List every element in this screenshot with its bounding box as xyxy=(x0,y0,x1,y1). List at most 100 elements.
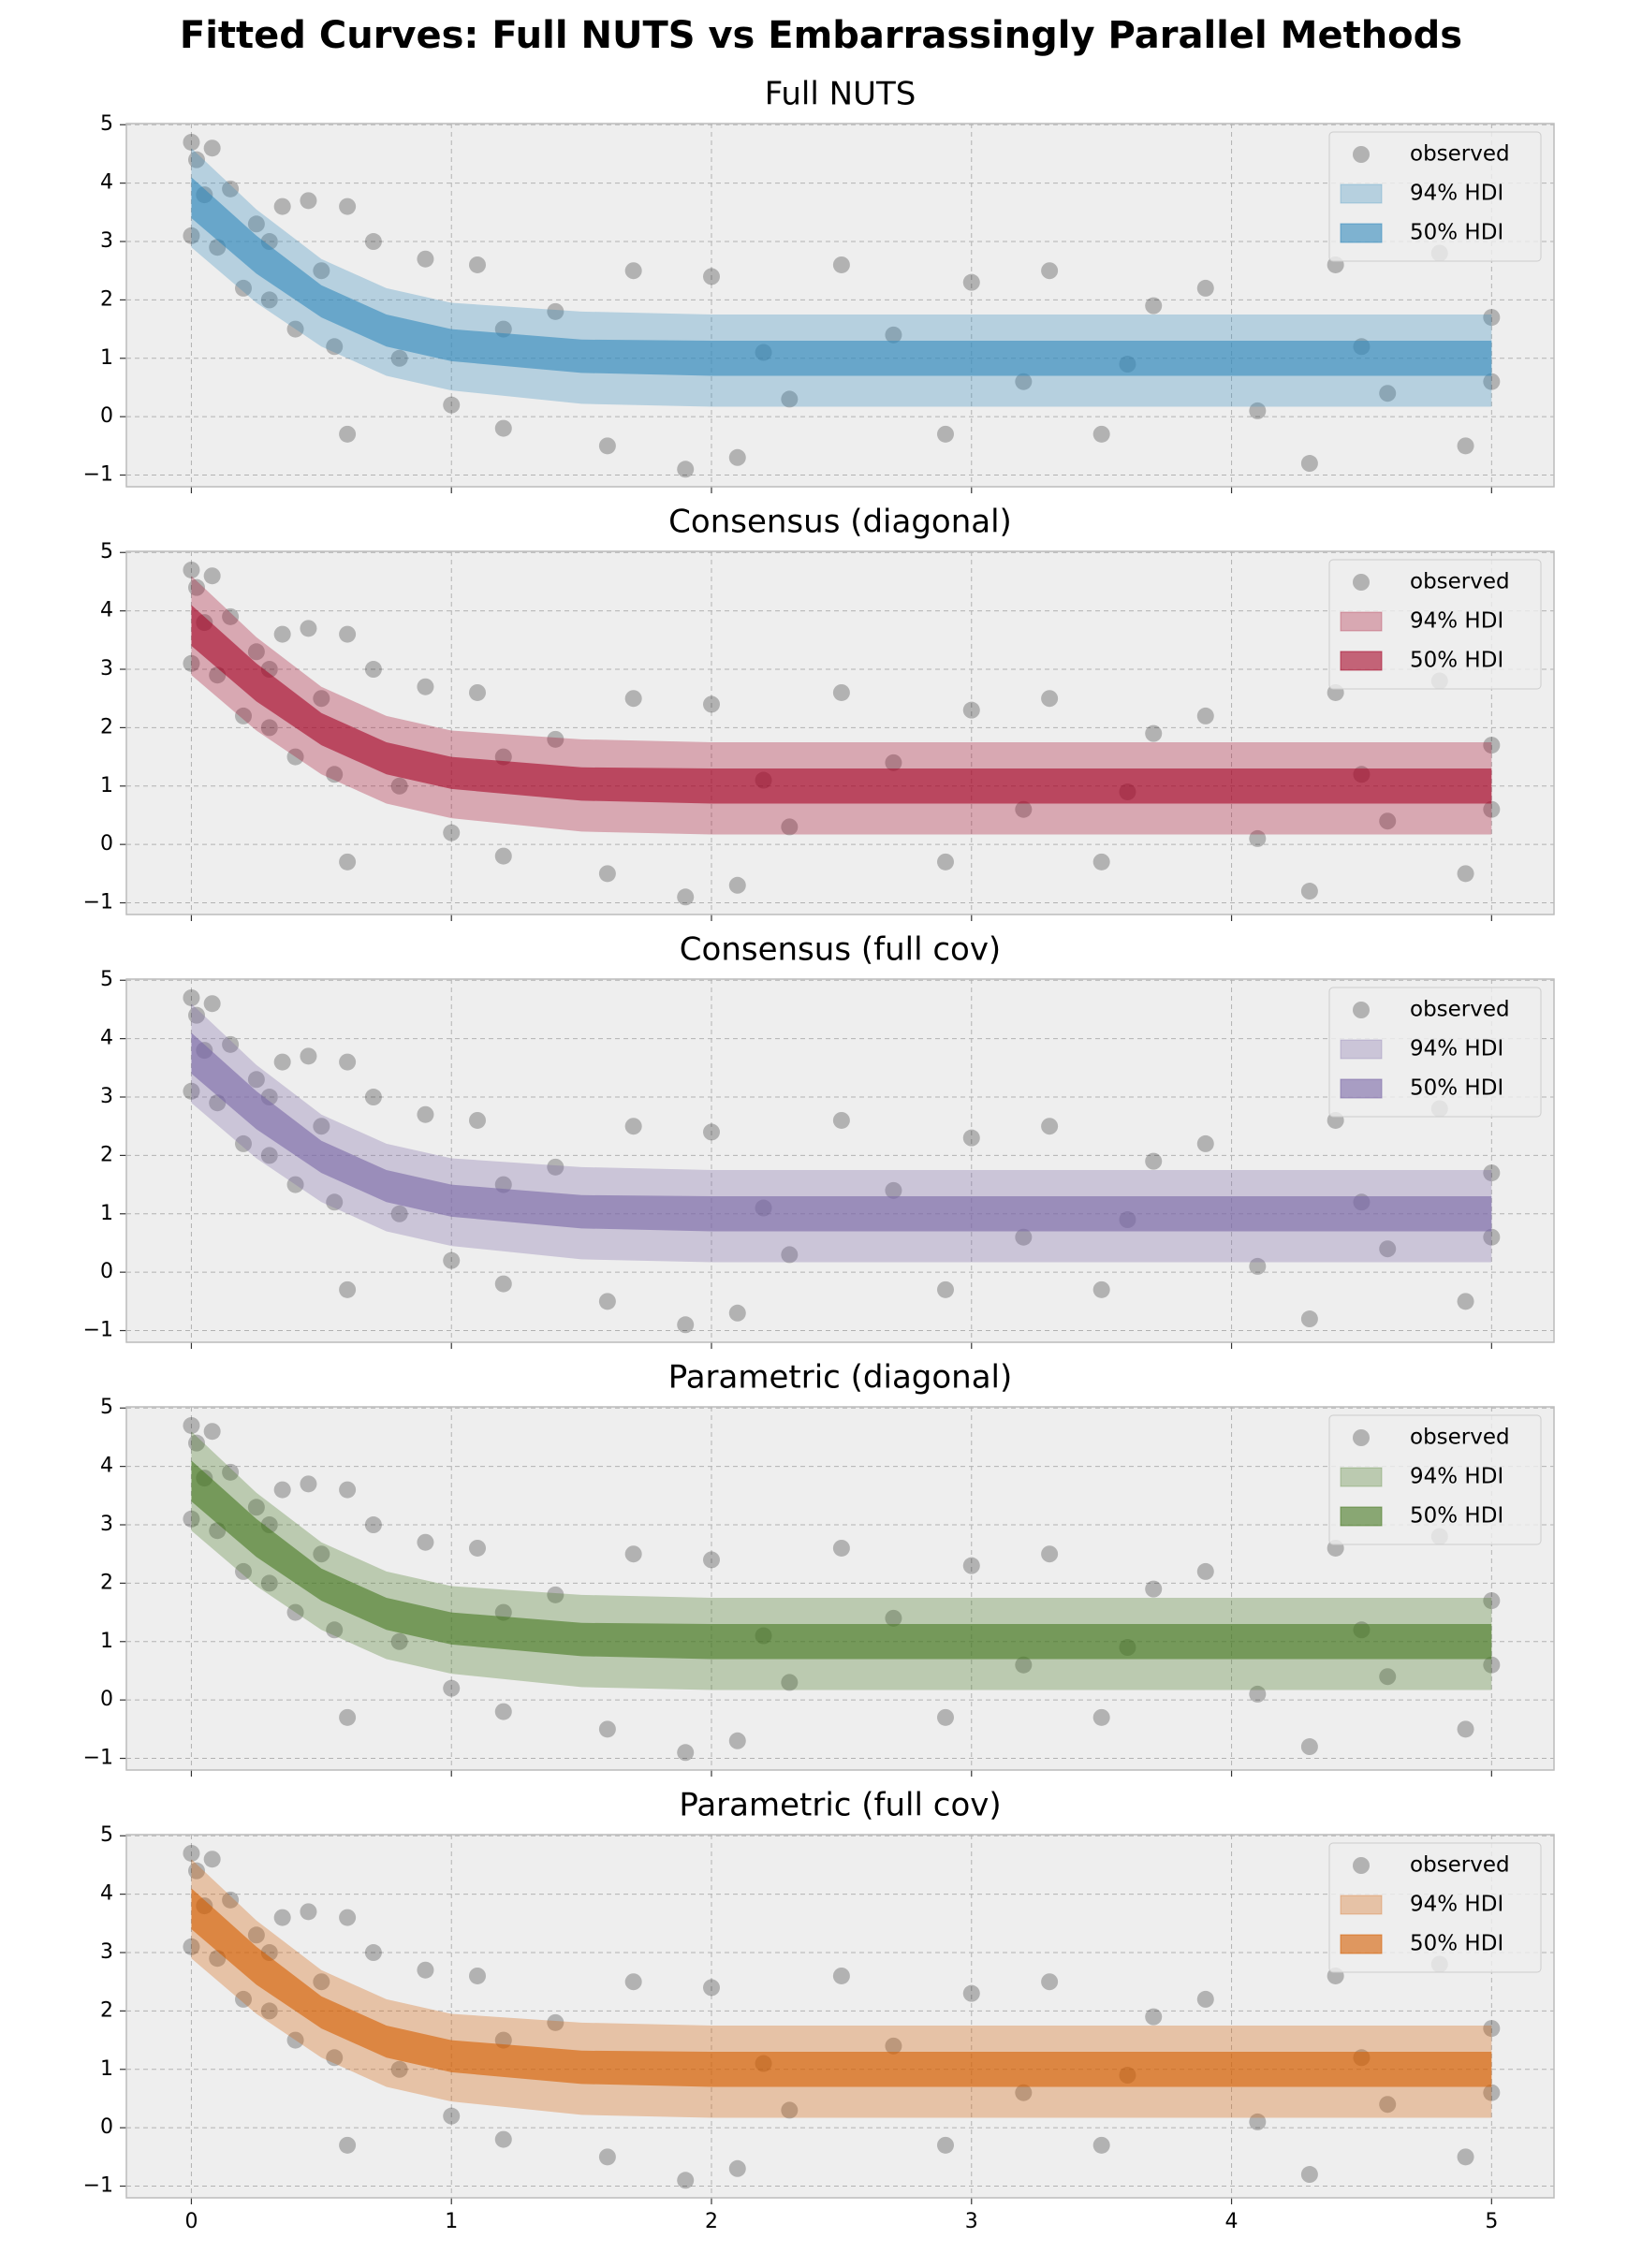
x-tick-label: 2 xyxy=(705,2210,718,2233)
legend-swatch xyxy=(1340,611,1383,632)
observed-point xyxy=(624,1545,642,1563)
observed-point xyxy=(1196,279,1214,297)
observed-point xyxy=(203,567,221,585)
observed-point xyxy=(1379,812,1397,830)
y-tick-label: 0 xyxy=(100,1688,113,1711)
y-tick-label: 5 xyxy=(100,1823,113,1847)
observed-point xyxy=(183,1510,200,1528)
observed-point xyxy=(677,1744,695,1762)
panel-title: Consensus (diagonal) xyxy=(668,504,1012,541)
observed-point xyxy=(273,1909,291,1926)
observed-point xyxy=(1483,373,1501,390)
y-tick-label: 1 xyxy=(100,2057,113,2081)
observed-point xyxy=(885,1609,902,1627)
observed-point xyxy=(1249,1685,1267,1703)
axes-frame xyxy=(125,1406,1555,1771)
y-tick-label: 4 xyxy=(100,599,113,622)
y-tick-label: −1 xyxy=(83,1747,113,1770)
observed-point xyxy=(1015,1228,1033,1246)
observed-point xyxy=(1300,2166,1318,2184)
observed-point xyxy=(203,1851,221,1868)
observed-point xyxy=(260,1574,278,1592)
observed-point xyxy=(417,1961,434,1979)
observed-point xyxy=(624,1973,642,1991)
observed-point xyxy=(1483,2020,1501,2038)
legend-label: 50% HDI xyxy=(1410,1932,1503,1956)
hdi-band xyxy=(191,1460,1492,1660)
panel: Parametric (diagonal) −1 0 1 2 3 4 5 observed 94%… xyxy=(83,1359,1555,1777)
hdi-band xyxy=(191,605,1492,804)
observed-point xyxy=(286,320,304,338)
observed-point xyxy=(390,1205,408,1222)
observed-point xyxy=(235,1134,252,1152)
observed-point xyxy=(1145,2008,1163,2026)
y-tick-label: 3 xyxy=(100,1940,113,1964)
observed-point xyxy=(339,853,357,871)
observed-point xyxy=(286,748,304,766)
y-tick-label: 2 xyxy=(100,1143,113,1166)
legend-swatch xyxy=(1340,183,1383,204)
observed-point xyxy=(677,888,695,906)
observed-point xyxy=(937,853,954,871)
observed-point xyxy=(286,1603,304,1621)
x-tick-label: 1 xyxy=(445,2210,458,2233)
observed-point xyxy=(624,1118,642,1135)
observed-point xyxy=(728,448,746,466)
y-tick-label: 0 xyxy=(100,1260,113,1283)
observed-point xyxy=(222,1891,240,1909)
observed-point xyxy=(494,1275,512,1293)
observed-point xyxy=(962,1129,980,1147)
observed-point xyxy=(313,690,330,708)
observed-point xyxy=(300,620,317,637)
legend-swatch xyxy=(1340,1039,1383,1060)
legend-label: 94% HDI xyxy=(1410,1037,1503,1061)
x-tick-label: 5 xyxy=(1485,2210,1498,2233)
observed-point xyxy=(937,1708,954,1726)
observed-point xyxy=(494,2130,512,2148)
observed-point xyxy=(885,326,902,344)
y-tick-label: 2 xyxy=(100,287,113,311)
observed-point xyxy=(1092,1280,1110,1298)
observed-point xyxy=(1145,724,1163,742)
y-tick-label: 3 xyxy=(100,229,113,253)
observed-point xyxy=(885,2037,902,2055)
plot xyxy=(183,1844,1501,2189)
observed-point xyxy=(1379,385,1397,402)
observed-point xyxy=(962,701,980,719)
legend-swatch xyxy=(1340,1506,1383,1527)
observed-point xyxy=(1041,1118,1059,1135)
observed-point xyxy=(547,730,564,748)
observed-point xyxy=(339,1280,357,1298)
observed-point xyxy=(235,1990,252,2008)
observed-point xyxy=(326,1621,344,1639)
observed-point xyxy=(781,2101,799,2119)
observed-point xyxy=(832,1111,850,1129)
observed-point xyxy=(1249,402,1267,419)
observed-point xyxy=(443,1679,461,1697)
legend-label: observed xyxy=(1410,142,1510,167)
observed-point xyxy=(247,215,265,233)
observed-point xyxy=(937,2136,954,2154)
observed-point xyxy=(1092,853,1110,871)
y-tick-label: 1 xyxy=(100,1630,113,1653)
plot xyxy=(183,133,1501,478)
observed-point xyxy=(1483,1656,1501,1674)
observed-point xyxy=(247,1071,265,1089)
observed-point xyxy=(339,625,357,643)
observed-point xyxy=(624,690,642,708)
observed-point xyxy=(443,396,461,414)
observed-point xyxy=(728,2159,746,2177)
legend-label: observed xyxy=(1410,998,1510,1022)
observed-point xyxy=(469,683,486,701)
observed-point xyxy=(222,1035,240,1053)
plot xyxy=(183,1416,1501,1762)
observed-point xyxy=(1249,829,1267,847)
legend-marker xyxy=(1353,574,1370,591)
observed-point xyxy=(443,2107,461,2125)
y-tick-label: 4 xyxy=(100,171,113,195)
observed-point xyxy=(962,1984,980,2002)
legend-label: 94% HDI xyxy=(1410,609,1503,634)
legend-label: 94% HDI xyxy=(1410,1465,1503,1489)
observed-point xyxy=(469,1539,486,1557)
